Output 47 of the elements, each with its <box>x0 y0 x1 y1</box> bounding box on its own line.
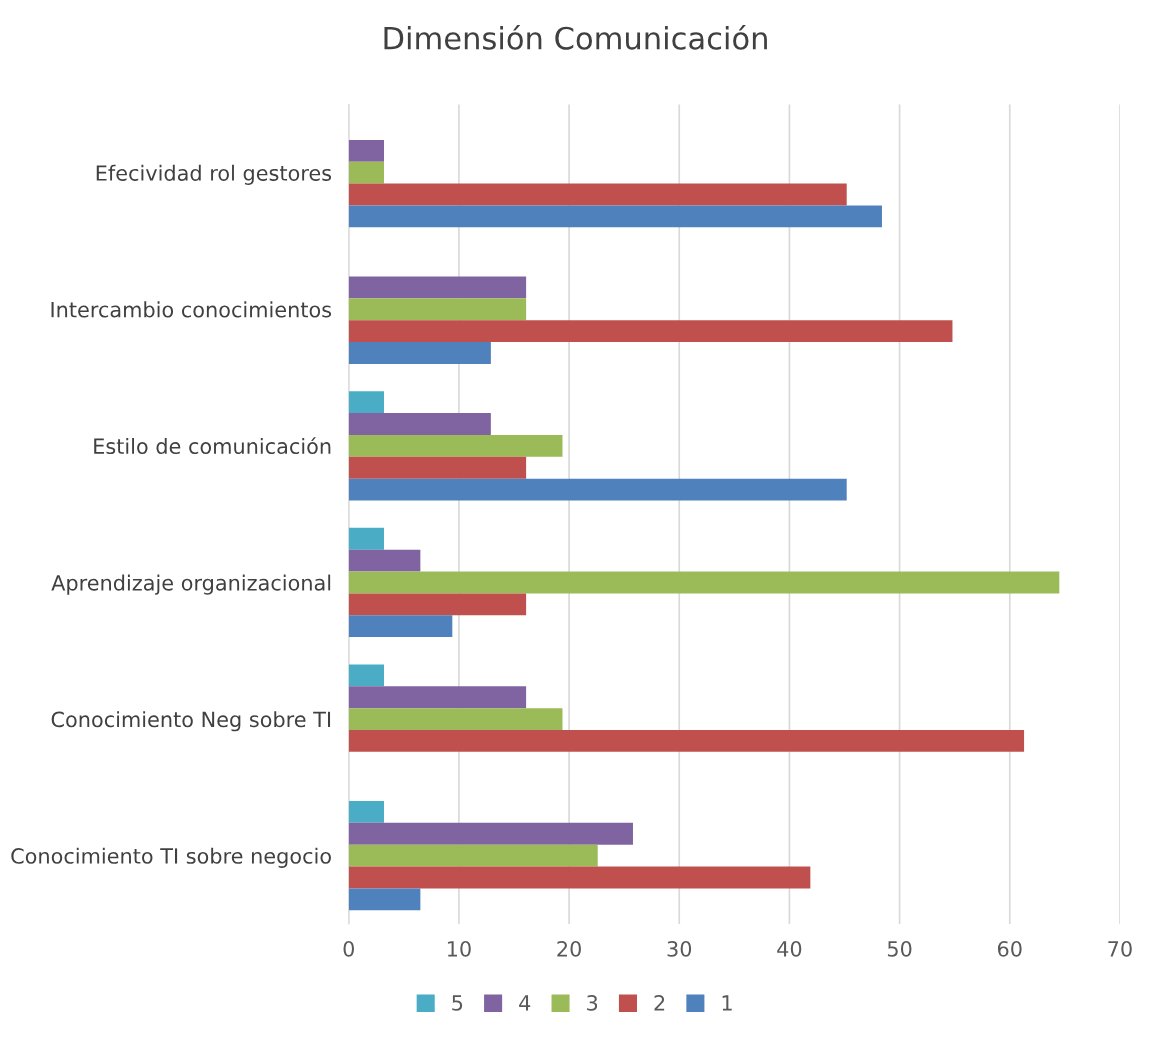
y-tick-label: Efecividad rol gestores <box>96 164 332 185</box>
x-tick-label: 70 <box>1108 940 1132 957</box>
bar <box>348 320 953 343</box>
bar <box>348 801 385 823</box>
y-tick-label: Aprendizaje organizacional <box>51 574 331 595</box>
bar <box>348 434 563 457</box>
legend-label: 4 <box>519 995 531 1011</box>
x-tick-label: 50 <box>887 940 912 957</box>
x-tick-label: 0 <box>343 940 354 957</box>
y-tick-label: Conocimiento TI sobre negocio <box>11 847 331 868</box>
bar <box>348 139 385 162</box>
bar <box>348 615 453 638</box>
legend-label: 5 <box>452 995 463 1011</box>
chart-title: Dimensión Comunicación <box>384 24 767 50</box>
y-tick-label: Intercambio conocimientos <box>51 301 332 318</box>
bar <box>348 276 527 299</box>
bar <box>348 298 527 321</box>
bar <box>348 183 847 206</box>
bar <box>348 708 563 730</box>
bar <box>348 549 421 572</box>
x-tick-label: 60 <box>997 940 1022 957</box>
x-tick-label: 10 <box>447 940 471 957</box>
x-tick-label: 20 <box>557 940 581 957</box>
legend-label: 2 <box>654 995 665 1011</box>
bar <box>348 391 385 414</box>
bar <box>348 456 527 479</box>
bar <box>348 527 385 550</box>
x-tick-label: 40 <box>777 940 802 957</box>
y-tick-label: Estilo de comunicación <box>94 437 331 455</box>
bar <box>348 593 527 616</box>
bar <box>348 888 421 911</box>
bar <box>348 478 847 501</box>
bar <box>348 161 385 184</box>
bar <box>348 342 491 364</box>
bar <box>348 571 1060 594</box>
bar <box>348 686 527 709</box>
bar <box>348 413 491 435</box>
y-tick-label: Conocimiento Neg sobre TI <box>51 711 331 732</box>
bar <box>348 729 1025 752</box>
bar <box>348 844 598 867</box>
x-tick-label: 30 <box>667 940 692 957</box>
bar <box>348 205 882 228</box>
legend-label: 1 <box>722 995 732 1011</box>
bar <box>348 822 633 845</box>
bar <box>348 866 811 889</box>
legend-label: 3 <box>587 995 598 1011</box>
bar <box>348 664 385 687</box>
